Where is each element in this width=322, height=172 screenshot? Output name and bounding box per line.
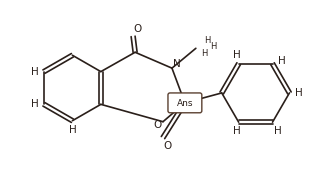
Text: H: H (233, 50, 241, 60)
Text: H: H (69, 125, 76, 135)
Text: H: H (211, 42, 217, 51)
Text: H: H (31, 67, 39, 77)
Text: O: O (153, 120, 161, 130)
Text: O: O (133, 24, 141, 34)
Text: H: H (274, 126, 281, 136)
Text: H: H (278, 56, 285, 66)
Text: H: H (201, 49, 207, 58)
Text: N: N (173, 59, 181, 69)
Text: O: O (164, 141, 172, 150)
Text: H: H (233, 126, 241, 136)
Text: Ans: Ans (177, 99, 193, 108)
Text: H: H (295, 88, 302, 98)
Text: H: H (31, 99, 39, 109)
Text: H: H (204, 36, 211, 45)
FancyBboxPatch shape (168, 93, 202, 113)
